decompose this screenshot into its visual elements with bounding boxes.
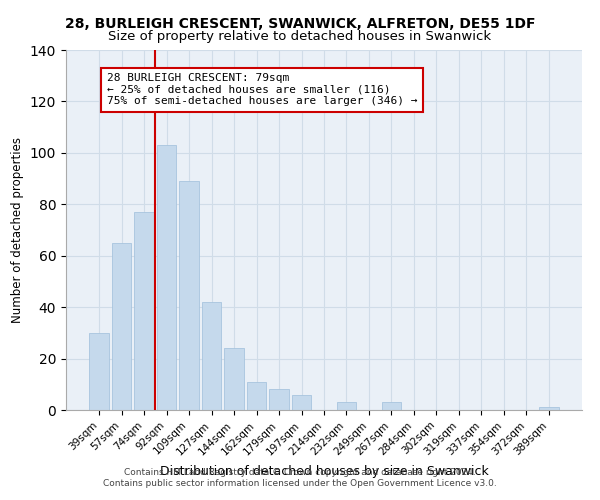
Text: 28, BURLEIGH CRESCENT, SWANWICK, ALFRETON, DE55 1DF: 28, BURLEIGH CRESCENT, SWANWICK, ALFRETO…: [65, 18, 535, 32]
Bar: [89, 333, 109, 410]
Text: Contains HM Land Registry data © Crown copyright and database right 2024.
Contai: Contains HM Land Registry data © Crown c…: [103, 468, 497, 487]
Bar: [269, 390, 289, 410]
Bar: [337, 402, 356, 410]
Bar: [247, 382, 266, 410]
Text: 28 BURLEIGH CRESCENT: 79sqm
← 25% of detached houses are smaller (116)
75% of se: 28 BURLEIGH CRESCENT: 79sqm ← 25% of det…: [107, 73, 418, 106]
Bar: [292, 394, 311, 410]
Bar: [539, 408, 559, 410]
Bar: [157, 145, 176, 410]
Bar: [179, 181, 199, 410]
Text: Size of property relative to detached houses in Swanwick: Size of property relative to detached ho…: [109, 30, 491, 43]
Bar: [112, 243, 131, 410]
X-axis label: Distribution of detached houses by size in Swanwick: Distribution of detached houses by size …: [160, 465, 488, 478]
Y-axis label: Number of detached properties: Number of detached properties: [11, 137, 25, 323]
Bar: [382, 402, 401, 410]
Bar: [224, 348, 244, 410]
Bar: [134, 212, 154, 410]
Bar: [202, 302, 221, 410]
